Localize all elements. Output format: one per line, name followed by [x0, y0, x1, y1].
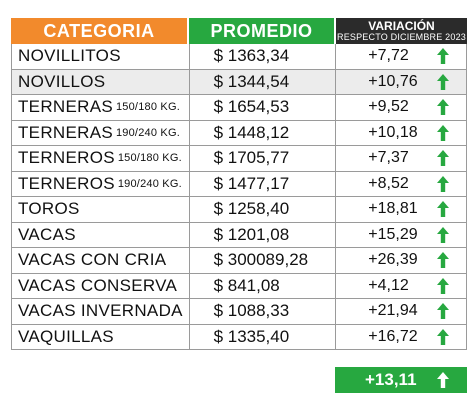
- categoria-weight-range: 190/240 KG.: [117, 177, 182, 190]
- price-table: CATEGORIA PROMEDIO VARIACIÓN RESPECTO DI…: [11, 18, 467, 350]
- table-row: VACAS CON CRIA $ 300089,28 +26,39: [12, 248, 467, 274]
- arrow-up-icon: [437, 73, 449, 90]
- table-row: TERNERAS 190/240 KG. $ 1448,12 +10,18: [12, 120, 467, 146]
- cell-promedio: $ 1448,12: [190, 120, 337, 145]
- cell-promedio: $ 1705,77: [190, 146, 337, 171]
- cell-promedio: $ 300089,28: [190, 248, 337, 273]
- cell-categoria: TOROS: [12, 197, 190, 222]
- arrow-up-icon: [437, 99, 449, 115]
- variacion-value: +7,72: [368, 47, 409, 65]
- cell-categoria: VACAS INVERNADA: [12, 299, 190, 324]
- variacion-value: +15,29: [368, 225, 418, 243]
- cell-promedio: $ 1363,34: [190, 44, 337, 69]
- variacion-value: +18,81: [368, 200, 418, 218]
- total-variacion-value: +13,11: [365, 370, 417, 389]
- total-variacion: +13,11: [335, 367, 467, 393]
- variacion-value: +21,94: [368, 302, 418, 320]
- table-row: NOVILLOS $ 1344,54 +10,76: [12, 69, 467, 95]
- arrow-up-icon: [437, 150, 449, 166]
- categoria-name: NOVILLITOS: [18, 46, 121, 66]
- cell-variacion: +10,76: [336, 69, 467, 94]
- cell-variacion: +21,94: [336, 299, 467, 324]
- cell-promedio: $ 1477,17: [190, 171, 337, 196]
- header-variacion-title: VARIACIÓN: [368, 19, 435, 33]
- table-row: TOROS $ 1258,40 +18,81: [12, 197, 467, 223]
- variacion-value: +8,52: [368, 174, 409, 192]
- header-variacion: VARIACIÓN RESPECTO DICIEMBRE 2023: [336, 18, 467, 44]
- arrow-up-icon: [437, 303, 449, 319]
- categoria-weight-range: 150/180 KG.: [117, 152, 182, 165]
- arrow-up-icon: [437, 124, 449, 141]
- table-body: NOVILLITOS $ 1363,34 +7,72 NOVILLOS $ 1344,5…: [11, 44, 467, 350]
- cell-categoria: NOVILLOS: [12, 69, 190, 94]
- cell-categoria: VACAS: [12, 222, 190, 247]
- header-variacion-subtitle: RESPECTO DICIEMBRE 2023: [337, 32, 466, 42]
- cell-variacion: +4,12: [336, 273, 467, 298]
- cell-categoria: VAQUILLAS: [12, 324, 190, 349]
- categoria-name: TERNEROS: [18, 148, 115, 168]
- arrow-up-icon: [437, 252, 449, 268]
- cell-variacion: +9,52: [336, 95, 467, 120]
- cell-promedio: $ 1654,53: [190, 95, 337, 120]
- header-categoria: CATEGORIA: [11, 18, 189, 44]
- arrow-up-icon: [437, 48, 449, 64]
- categoria-weight-range: 190/240 KG.: [115, 126, 180, 139]
- cell-categoria: TERNERAS 150/180 KG.: [12, 95, 190, 120]
- cell-promedio: $ 1258,40: [190, 197, 337, 222]
- categoria-name: VACAS CONSERVA: [18, 275, 178, 295]
- table-row: NOVILLITOS $ 1363,34 +7,72: [12, 44, 467, 70]
- variacion-value: +10,18: [368, 123, 418, 141]
- cell-variacion: +7,37: [336, 146, 467, 171]
- table-row: VAQUILLAS $ 1335,40 +16,72: [12, 324, 467, 350]
- arrow-up-icon: [437, 372, 449, 388]
- categoria-name: TERNEROS: [18, 173, 115, 193]
- categoria-weight-range: 150/180 KG.: [115, 101, 180, 114]
- table-row: TERNEROS 190/240 KG. $ 1477,17 +8,52: [12, 171, 467, 197]
- cell-promedio: $ 841,08: [190, 273, 337, 298]
- arrow-up-icon: [437, 226, 449, 243]
- arrow-up-icon: [437, 328, 449, 345]
- variacion-value: +7,37: [368, 149, 409, 167]
- variacion-value: +10,76: [368, 72, 418, 90]
- cell-promedio: $ 1335,40: [190, 324, 337, 349]
- table-header: CATEGORIA PROMEDIO VARIACIÓN RESPECTO DI…: [11, 18, 467, 44]
- categoria-name: TOROS: [18, 199, 80, 219]
- table-row: VACAS INVERNADA $ 1088,33 +21,94: [12, 299, 467, 325]
- cell-variacion: +8,52: [336, 171, 467, 196]
- cell-categoria: VACAS CON CRIA: [12, 248, 190, 273]
- variacion-value: +26,39: [368, 251, 418, 269]
- cell-variacion: +16,72: [336, 324, 467, 349]
- cell-promedio: $ 1088,33: [190, 299, 337, 324]
- cell-variacion: +7,72: [336, 44, 467, 69]
- cell-variacion: +15,29: [336, 222, 467, 247]
- table-row: VACAS CONSERVA $ 841,08 +4,12: [12, 273, 467, 299]
- cell-promedio: $ 1201,08: [190, 222, 337, 247]
- cell-promedio: $ 1344,54: [190, 69, 337, 94]
- header-promedio: PROMEDIO: [189, 18, 336, 44]
- cell-categoria: VACAS CONSERVA: [12, 273, 190, 298]
- cell-categoria: NOVILLITOS: [12, 44, 190, 69]
- table-row: VACAS $ 1201,08 +15,29: [12, 222, 467, 248]
- variacion-value: +9,52: [368, 98, 409, 116]
- cell-categoria: TERNEROS 150/180 KG.: [12, 146, 190, 171]
- cell-variacion: +18,81: [336, 197, 467, 222]
- arrow-up-icon: [437, 175, 449, 192]
- categoria-name: TERNERAS: [18, 97, 113, 117]
- categoria-name: VACAS: [18, 224, 76, 244]
- cell-categoria: TERNEROS 190/240 KG.: [12, 171, 190, 196]
- arrow-up-icon: [437, 201, 449, 217]
- categoria-name: NOVILLOS: [18, 71, 106, 91]
- variacion-value: +16,72: [368, 327, 418, 345]
- categoria-name: TERNERAS: [18, 122, 113, 142]
- cell-variacion: +10,18: [336, 120, 467, 145]
- arrow-up-icon: [437, 277, 449, 294]
- cell-categoria: TERNERAS 190/240 KG.: [12, 120, 190, 145]
- categoria-name: VACAS INVERNADA: [18, 301, 183, 321]
- table-row: TERNERAS 150/180 KG. $ 1654,53 +9,52: [12, 95, 467, 121]
- table-row: TERNEROS 150/180 KG. $ 1705,77 +7,37: [12, 146, 467, 172]
- cell-variacion: +26,39: [336, 248, 467, 273]
- variacion-value: +4,12: [368, 276, 409, 294]
- categoria-name: VAQUILLAS: [18, 326, 114, 346]
- categoria-name: VACAS CON CRIA: [18, 250, 167, 270]
